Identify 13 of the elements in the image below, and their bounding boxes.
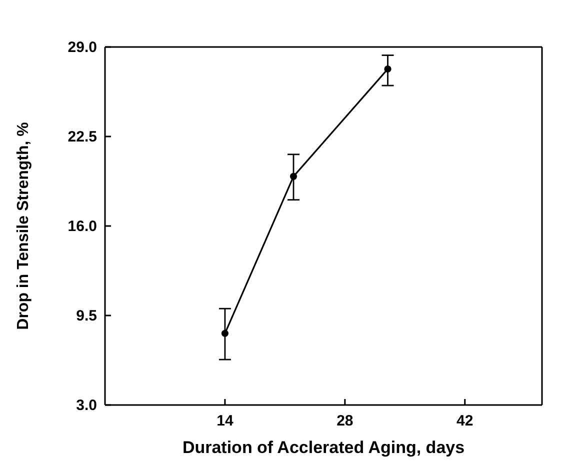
y-tick-label: 9.5 (76, 307, 97, 324)
y-tick-label: 3.0 (76, 396, 97, 414)
point (221, 330, 229, 337)
x-tick-label: 42 (456, 412, 474, 430)
point (384, 65, 392, 73)
x-axis-title: Duration of Acclerated Aging, days (182, 438, 465, 457)
x-tick-label: 28 (336, 412, 354, 430)
y-tick-label: 16.0 (68, 218, 97, 235)
y-tick-label: 29.0 (68, 38, 97, 56)
point (290, 172, 298, 180)
y-axis-title: Drop in Tensile Strength, % (15, 122, 32, 330)
y-tick-label: 22.5 (68, 128, 97, 146)
x-tick-label: 14 (216, 412, 234, 430)
